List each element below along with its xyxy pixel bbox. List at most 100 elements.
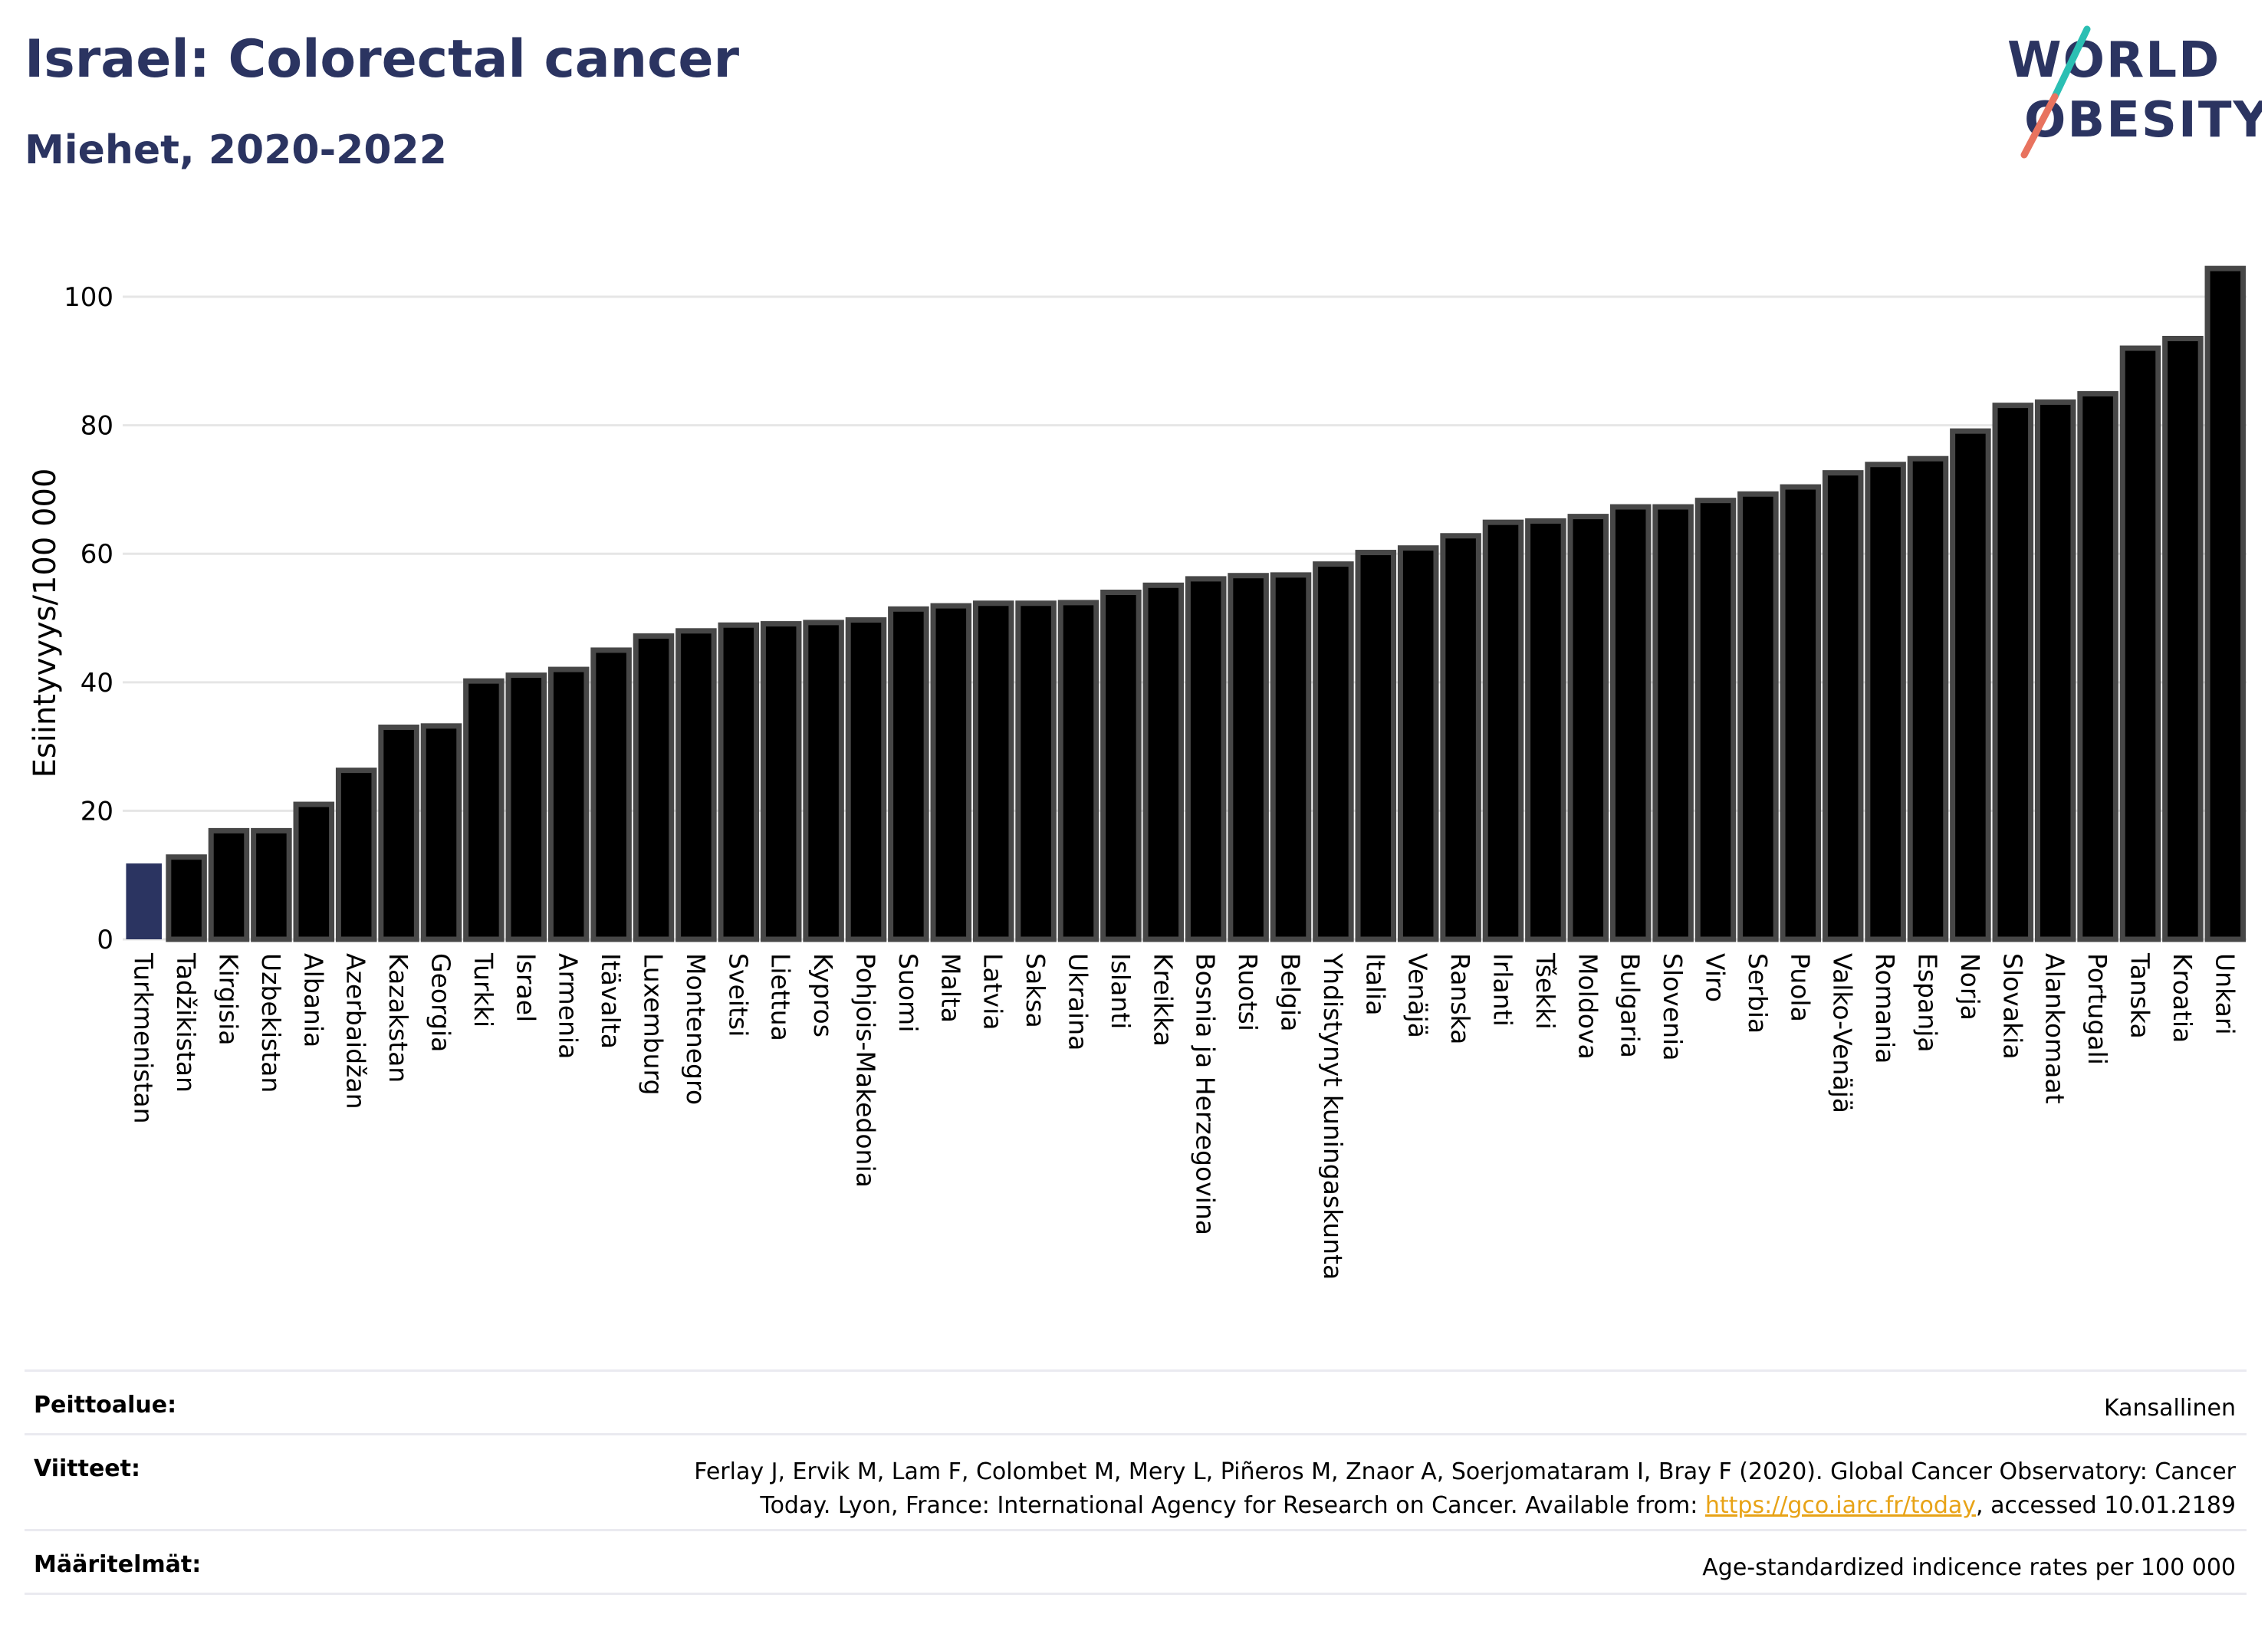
coverage-row: Peittoalue: Kansallinen bbox=[25, 1369, 2247, 1433]
bar[interactable] bbox=[1057, 600, 1099, 942]
bar[interactable] bbox=[930, 603, 972, 942]
y-tick-label: 20 bbox=[81, 796, 113, 827]
bar[interactable] bbox=[1950, 428, 1991, 942]
bar[interactable] bbox=[1737, 491, 1779, 942]
x-tick-label: Venäjä bbox=[1403, 953, 1433, 1038]
bar[interactable] bbox=[1694, 498, 1737, 942]
x-tick-label: Belgia bbox=[1276, 953, 1306, 1031]
bar[interactable] bbox=[1440, 533, 1481, 942]
references-link[interactable]: https://gco.iarc.fr/today bbox=[1704, 1492, 1977, 1519]
bar[interactable] bbox=[2204, 265, 2247, 942]
bar[interactable] bbox=[1567, 514, 1609, 942]
bar[interactable] bbox=[420, 723, 462, 942]
bar[interactable] bbox=[760, 621, 802, 942]
bar[interactable] bbox=[1185, 576, 1227, 942]
bar[interactable] bbox=[972, 600, 1014, 942]
x-tick-label: Suomi bbox=[893, 953, 923, 1032]
references-row: Viitteet: Ferlay J, Ervik M, Lam F, Colo… bbox=[25, 1433, 2247, 1529]
bar[interactable] bbox=[1865, 462, 1906, 942]
x-tick-label: Moldova bbox=[1573, 953, 1602, 1060]
x-tick-label: Pohjois-Makedonia bbox=[851, 953, 881, 1188]
references-label: Viitteet: bbox=[34, 1455, 140, 1482]
x-tick-label: Albania bbox=[298, 953, 328, 1047]
logo-text-world: WORLD bbox=[2007, 32, 2220, 89]
bar[interactable] bbox=[1482, 519, 1524, 942]
bar[interactable] bbox=[1313, 561, 1354, 942]
bar[interactable] bbox=[378, 724, 419, 942]
x-tick-label: Bosnia ja Herzegovina bbox=[1191, 953, 1221, 1235]
bar[interactable] bbox=[1907, 455, 1949, 942]
bar[interactable] bbox=[505, 672, 547, 942]
x-tick-label: Malta bbox=[935, 953, 965, 1023]
bar[interactable] bbox=[1992, 403, 2034, 942]
x-tick-label: Ruotsi bbox=[1233, 953, 1263, 1031]
bar[interactable] bbox=[1609, 504, 1652, 942]
x-tick-label: Norja bbox=[1955, 953, 1985, 1021]
references-text-3: , accessed 10.01.2189 bbox=[1976, 1492, 2236, 1519]
bar[interactable] bbox=[1142, 582, 1185, 942]
x-tick-label: Serbia bbox=[1743, 953, 1773, 1034]
bar[interactable] bbox=[1525, 518, 1566, 942]
bar[interactable] bbox=[1822, 470, 1864, 942]
x-tick-label: Tšekki bbox=[1530, 952, 1560, 1030]
bar[interactable] bbox=[633, 633, 675, 942]
bar[interactable] bbox=[1270, 572, 1312, 942]
x-tick-label: Yhdistynyt kuningaskunta bbox=[1318, 952, 1348, 1280]
bar[interactable] bbox=[675, 628, 717, 942]
definitions-label: Määritelmät: bbox=[34, 1551, 202, 1578]
bar[interactable] bbox=[1228, 573, 1269, 942]
bar[interactable] bbox=[208, 827, 250, 942]
x-tick-label: Unkari bbox=[2210, 953, 2240, 1035]
x-tick-label: Tadžikistan bbox=[171, 952, 201, 1093]
bar[interactable] bbox=[888, 606, 929, 942]
definitions-value: Age-standardized indicence rates per 100… bbox=[1702, 1554, 2236, 1581]
chart-title: Israel: Colorectal cancer bbox=[25, 29, 740, 90]
x-tick-label: Uzbekistan bbox=[256, 953, 286, 1093]
bar[interactable] bbox=[251, 827, 292, 942]
bar[interactable] bbox=[2034, 399, 2076, 942]
bar[interactable] bbox=[1100, 590, 1142, 942]
x-tick-label: Luxemburg bbox=[639, 953, 669, 1095]
coverage-value: Kansallinen bbox=[2103, 1395, 2236, 1422]
y-tick-label: 40 bbox=[81, 668, 113, 699]
bar[interactable] bbox=[2077, 391, 2118, 942]
x-tick-label: Azerbaidžan bbox=[341, 953, 371, 1110]
x-axis-labels: Turkmenistan Tadžikistan Kirgisia Uzbekista… bbox=[129, 952, 2240, 1280]
y-tick-label: 80 bbox=[81, 411, 113, 442]
x-tick-label: Turkki bbox=[468, 952, 498, 1027]
bar[interactable] bbox=[803, 620, 844, 942]
bar[interactable] bbox=[547, 666, 590, 942]
bar[interactable] bbox=[2162, 336, 2204, 942]
bar[interactable] bbox=[718, 622, 760, 942]
bar[interactable] bbox=[293, 801, 335, 942]
bars bbox=[126, 265, 2247, 942]
x-tick-label: Portugali bbox=[2082, 953, 2112, 1065]
x-tick-label: Islanti bbox=[1106, 953, 1136, 1029]
bar[interactable] bbox=[1652, 504, 1694, 942]
info-table: Peittoalue: Kansallinen Viitteet: Ferlay… bbox=[25, 1369, 2247, 1595]
bar[interactable] bbox=[845, 617, 887, 942]
bar[interactable] bbox=[1397, 545, 1439, 942]
bar[interactable] bbox=[335, 768, 377, 942]
x-tick-label: Ranska bbox=[1445, 953, 1475, 1044]
bar[interactable] bbox=[126, 863, 162, 939]
coverage-label: Peittoalue: bbox=[34, 1392, 177, 1419]
x-tick-label: Puola bbox=[1785, 953, 1815, 1022]
y-tick-label: 60 bbox=[81, 539, 113, 570]
bar[interactable] bbox=[2119, 345, 2161, 942]
bar[interactable] bbox=[166, 854, 207, 942]
bar[interactable] bbox=[1355, 550, 1397, 942]
bar[interactable] bbox=[1780, 484, 1822, 942]
x-tick-label: Espanja bbox=[1913, 953, 1943, 1053]
x-tick-label: Kirgisia bbox=[214, 953, 244, 1046]
x-tick-label: Sveitsi bbox=[723, 953, 753, 1037]
x-tick-label: Itävalta bbox=[596, 953, 626, 1049]
x-tick-label: Turkmenistan bbox=[129, 952, 159, 1124]
bar[interactable] bbox=[590, 647, 632, 942]
bar[interactable] bbox=[1015, 600, 1057, 942]
bar[interactable] bbox=[463, 678, 505, 942]
bar-chart: 0 20 40 60 80 100 Turkmenistan Tadžikistan Kirg… bbox=[28, 265, 2247, 1280]
x-tick-label: Romania bbox=[1870, 953, 1900, 1064]
x-tick-label: Saksa bbox=[1021, 953, 1050, 1028]
world-obesity-logo: WORLD OBESITY bbox=[2007, 25, 2262, 159]
